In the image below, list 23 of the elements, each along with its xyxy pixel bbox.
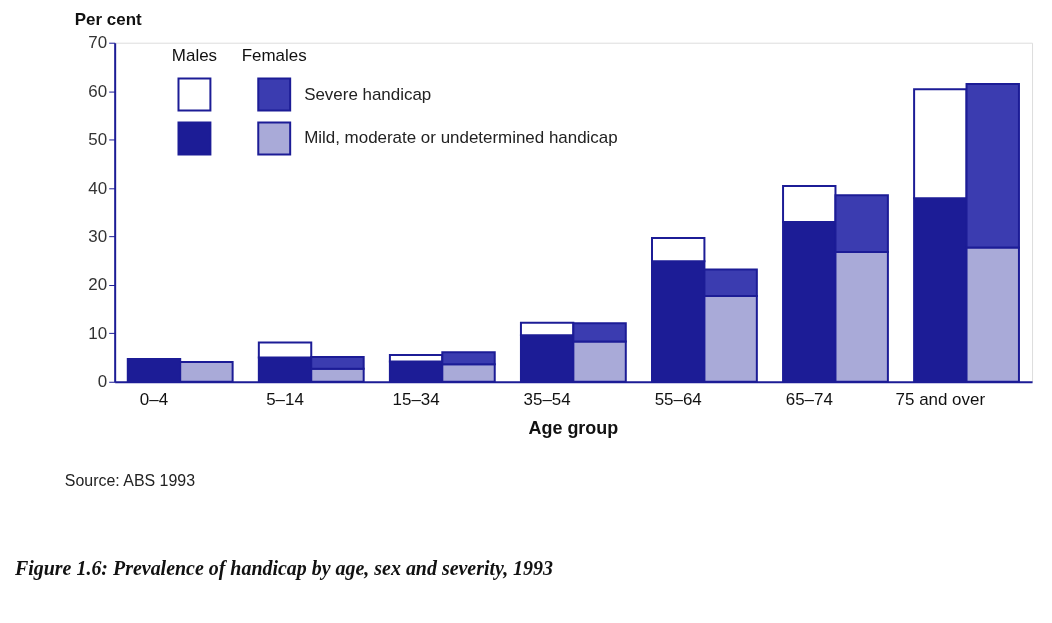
x-tick-label: 55–64 <box>654 389 702 409</box>
y-tick-label: 70 <box>88 33 108 53</box>
source-note: Source: ABS 1993 <box>64 472 196 490</box>
x-tick-label: 65–74 <box>785 389 833 409</box>
y-tick-label: 30 <box>88 226 108 246</box>
x-tick-label: 15–34 <box>392 389 440 409</box>
y-tick-label: 0 <box>97 372 108 392</box>
text: Figure 1.6: Prevalence of handicap by age, sex and severity, 1993 <box>13 557 554 581</box>
legend-label: Mild, moderate or undetermined handicap <box>304 128 618 148</box>
y-tick-label: 60 <box>88 81 108 101</box>
y-tick-label: 10 <box>88 323 108 343</box>
annotation: Males <box>171 45 218 65</box>
legend-label: Severe handicap <box>304 84 432 104</box>
x-tick-label: 75 and over <box>895 389 986 409</box>
y-tick-label: 40 <box>88 178 108 198</box>
y-tick-label: 20 <box>88 275 108 295</box>
x-tick-label: 35–54 <box>523 389 571 409</box>
x-axis-title: Age group <box>528 417 619 438</box>
x-tick-label: 5–14 <box>266 389 304 409</box>
x-tick-label: 0–4 <box>139 389 169 409</box>
y-axis-title: Per cent <box>74 9 142 29</box>
annotation: Females <box>241 45 307 65</box>
y-tick-label: 50 <box>88 130 108 150</box>
